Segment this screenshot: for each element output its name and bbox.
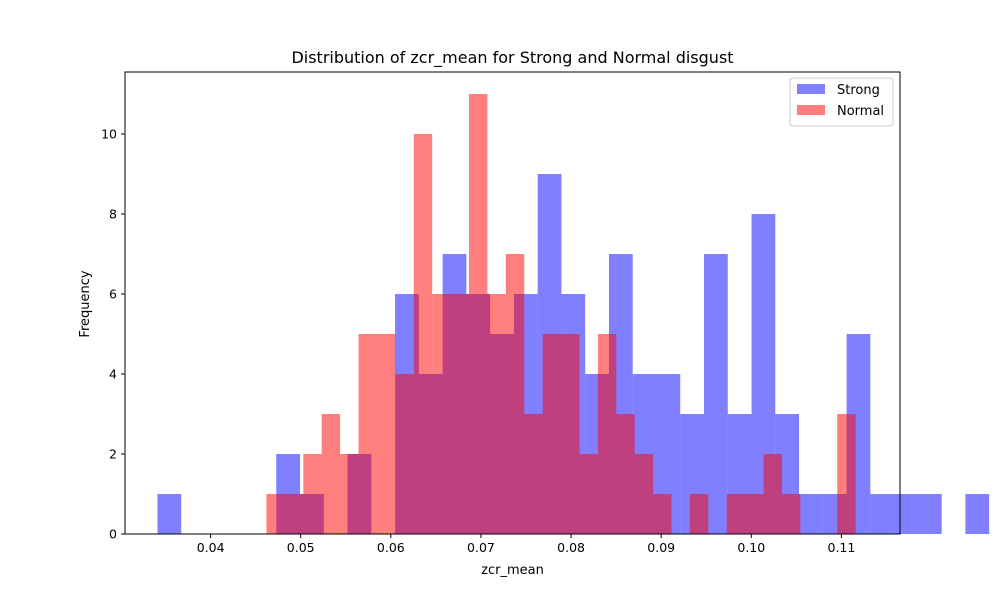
normal-bar [597, 334, 617, 534]
y-axis-label: Frequency [78, 270, 93, 337]
normal-bar [395, 374, 414, 534]
y-tick-label: 2 [109, 447, 117, 462]
plot-frame [124, 71, 901, 535]
strong-bar [157, 494, 182, 534]
normal-bar [524, 414, 543, 534]
normal-bar [413, 134, 433, 534]
y-tick-label: 6 [109, 287, 117, 302]
legend-label-normal: Normal [837, 104, 884, 119]
normal-bar [726, 494, 746, 534]
strong-bar [917, 494, 942, 534]
x-axis-ticks: 0.04 0.05 0.06 0.07 0.08 0.09 0.10 0.11 [197, 534, 856, 555]
legend-swatch-strong [797, 84, 825, 94]
strong-bar [894, 494, 918, 534]
normal-bar [745, 494, 764, 534]
y-tick-label: 0 [109, 527, 117, 542]
normal-bar [432, 294, 451, 534]
x-tick-label: 0.07 [467, 540, 495, 555]
normal-bar [763, 454, 782, 534]
strong-bar [704, 254, 728, 534]
normal-bar [837, 414, 856, 534]
y-tick-label: 10 [101, 127, 117, 142]
normal-bar [469, 94, 488, 534]
x-tick-label: 0.04 [197, 540, 225, 555]
y-tick-label: 4 [109, 367, 117, 382]
x-tick-label: 0.10 [737, 540, 765, 555]
strong-bar [870, 494, 895, 534]
normal-bar [505, 254, 525, 534]
normal-bar [303, 454, 322, 534]
normal-bar [487, 294, 506, 534]
x-tick-label: 0.09 [647, 540, 675, 555]
legend-label-strong: Strong [837, 83, 880, 98]
normal-bar [376, 334, 396, 534]
x-tick-label: 0.06 [377, 540, 405, 555]
strong-bar [799, 494, 823, 534]
normal-bar [542, 334, 562, 534]
x-tick-label: 0.11 [828, 540, 856, 555]
normal-bar [653, 494, 672, 534]
normal-bar [616, 414, 635, 534]
normal-bar [781, 494, 801, 534]
normal-bar [266, 494, 285, 534]
x-axis-label: zcr_mean [481, 563, 544, 578]
bars-layer [157, 94, 990, 534]
y-axis-ticks: 0 2 4 6 8 10 [101, 127, 125, 542]
normal-bar [321, 414, 341, 534]
normal-bar [450, 294, 470, 534]
chart-title: Distribution of zcr_mean for Strong and … [291, 48, 733, 68]
normal-bar [579, 454, 598, 534]
legend: Strong Normal [789, 77, 894, 127]
normal-bar [340, 454, 359, 534]
y-tick-label: 8 [109, 207, 117, 222]
x-tick-label: 0.05 [287, 540, 315, 555]
normal-bar [284, 494, 304, 534]
normal-bar [358, 334, 377, 534]
normal-bar [634, 454, 654, 534]
normal-bar [689, 494, 709, 534]
strong-bar [965, 494, 990, 534]
x-tick-label: 0.08 [557, 540, 585, 555]
normal-bar [561, 334, 580, 534]
legend-swatch-normal [797, 105, 825, 115]
